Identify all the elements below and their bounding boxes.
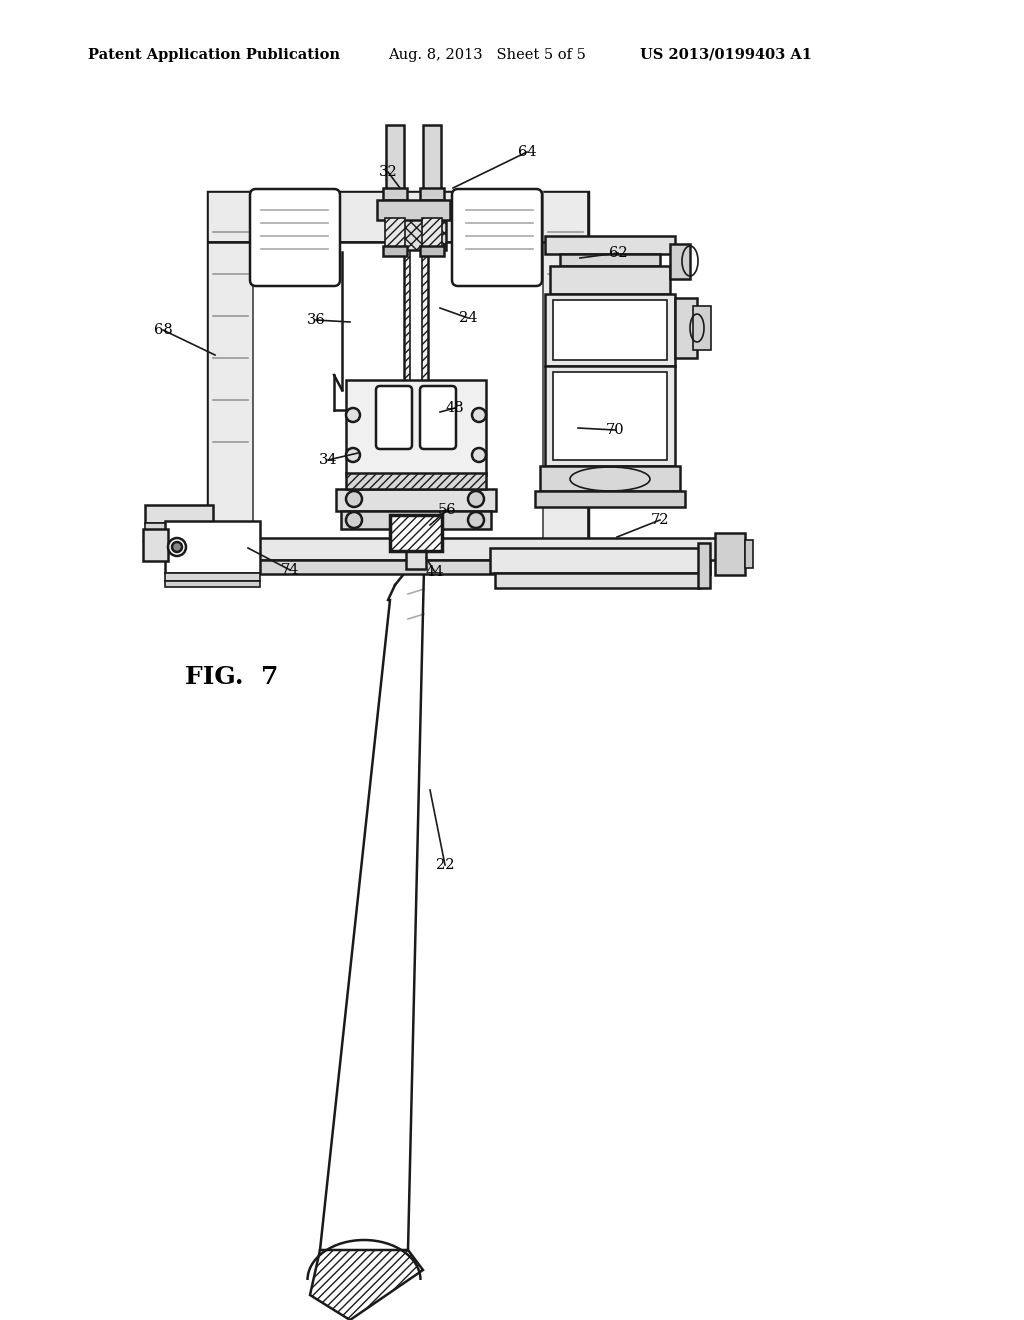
Bar xyxy=(208,191,588,242)
Bar xyxy=(385,218,406,248)
Bar xyxy=(390,515,442,550)
Bar xyxy=(495,573,700,587)
Text: 70: 70 xyxy=(605,422,625,437)
Text: 62: 62 xyxy=(608,246,628,260)
Bar xyxy=(165,581,260,587)
Text: 34: 34 xyxy=(318,453,337,467)
Bar xyxy=(346,380,486,475)
Text: 68: 68 xyxy=(154,323,172,337)
Bar xyxy=(715,533,745,576)
Bar xyxy=(208,191,253,543)
Circle shape xyxy=(472,408,486,422)
Bar xyxy=(543,191,588,543)
Circle shape xyxy=(172,543,182,552)
FancyBboxPatch shape xyxy=(250,189,340,286)
Bar xyxy=(165,573,260,581)
Bar xyxy=(423,125,441,195)
Bar xyxy=(422,218,442,248)
Text: 64: 64 xyxy=(518,145,537,158)
Bar xyxy=(341,511,490,529)
Circle shape xyxy=(346,512,362,528)
Bar xyxy=(675,298,697,358)
Bar xyxy=(208,191,588,543)
Bar xyxy=(698,543,710,587)
Text: 74: 74 xyxy=(281,564,299,577)
Text: 44: 44 xyxy=(426,565,444,579)
Bar xyxy=(553,300,667,360)
Bar xyxy=(336,488,496,511)
Bar xyxy=(545,236,675,253)
Bar xyxy=(165,521,260,573)
Bar xyxy=(386,125,404,195)
Circle shape xyxy=(468,491,484,507)
Bar xyxy=(420,187,444,202)
Text: Patent Application Publication: Patent Application Publication xyxy=(88,48,340,62)
Text: 72: 72 xyxy=(650,513,670,527)
Text: 56: 56 xyxy=(437,503,457,517)
Bar xyxy=(406,520,426,529)
Bar xyxy=(560,253,660,267)
Text: 48: 48 xyxy=(445,401,464,414)
Bar xyxy=(386,218,446,249)
Bar xyxy=(383,246,407,256)
Text: US 2013/0199403 A1: US 2013/0199403 A1 xyxy=(640,48,812,62)
Bar xyxy=(545,366,675,466)
Circle shape xyxy=(468,512,484,528)
Text: 24: 24 xyxy=(459,312,477,325)
Bar xyxy=(383,187,407,202)
Bar xyxy=(670,244,690,279)
Bar xyxy=(535,491,685,507)
FancyBboxPatch shape xyxy=(376,385,412,449)
Bar xyxy=(420,246,444,256)
Bar xyxy=(404,246,428,560)
Bar xyxy=(145,506,213,523)
Bar xyxy=(490,548,705,573)
FancyBboxPatch shape xyxy=(420,385,456,449)
Circle shape xyxy=(472,447,486,462)
Bar xyxy=(143,529,168,561)
Bar xyxy=(406,550,426,569)
Text: 32: 32 xyxy=(379,165,397,180)
Bar xyxy=(745,540,753,568)
Circle shape xyxy=(168,539,186,556)
Bar xyxy=(545,294,675,366)
Polygon shape xyxy=(310,1250,423,1320)
FancyBboxPatch shape xyxy=(452,189,542,286)
Bar xyxy=(423,201,441,209)
Bar xyxy=(377,201,450,220)
Bar xyxy=(540,466,680,491)
Bar xyxy=(175,539,720,560)
Circle shape xyxy=(346,447,360,462)
Bar xyxy=(145,539,213,546)
Text: 22: 22 xyxy=(436,858,455,873)
Text: Aug. 8, 2013   Sheet 5 of 5: Aug. 8, 2013 Sheet 5 of 5 xyxy=(388,48,586,62)
Bar xyxy=(693,306,711,350)
Bar xyxy=(553,372,667,459)
Bar xyxy=(346,473,486,488)
Bar xyxy=(145,523,213,539)
Bar xyxy=(185,560,710,574)
Circle shape xyxy=(346,408,360,422)
Text: 36: 36 xyxy=(306,313,326,327)
Text: FIG.  7: FIG. 7 xyxy=(185,665,279,689)
Circle shape xyxy=(346,491,362,507)
Bar xyxy=(410,246,422,560)
Bar xyxy=(550,267,670,294)
Bar xyxy=(386,201,404,209)
